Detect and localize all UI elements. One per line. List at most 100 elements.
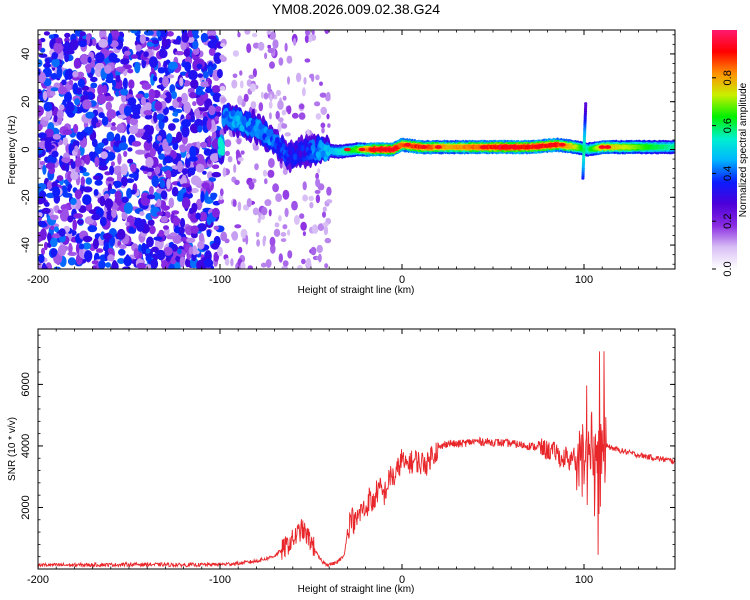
noise-speckle: [143, 30, 154, 36]
faint-speckle: [246, 43, 252, 54]
noise-speckle: [76, 71, 85, 79]
noise-speckle: [172, 142, 179, 151]
noise-speckle: [110, 125, 117, 131]
colorbar-ticks: 0.0 0.2 0.4 0.6 0.8: [712, 70, 734, 277]
noise-speckle: [172, 217, 181, 226]
noise-speckle: [168, 263, 175, 269]
noise-speckle: [190, 187, 199, 194]
noise-speckle: [43, 101, 53, 112]
noise-speckle: [97, 142, 105, 148]
noise-speckle: [156, 198, 162, 207]
faint-speckle: [244, 30, 251, 35]
noise-speckle: [50, 73, 58, 80]
faint-speckle: [302, 87, 306, 97]
noise-speckle: [98, 260, 106, 269]
noise-speckle: [170, 256, 177, 265]
faint-speckle: [302, 194, 308, 202]
noise-speckle: [203, 258, 214, 268]
noise-speckle: [84, 154, 91, 165]
noise-speckle: [211, 207, 220, 218]
noise-speckle: [167, 74, 175, 79]
noise-speckle: [147, 219, 155, 227]
spectrogram-y-ticks: -40 -20 0 20 40: [20, 34, 675, 265]
spectrogram-y-label: Frequency (Hz): [7, 116, 18, 185]
noise-speckle: [43, 78, 52, 87]
noise-speckle: [146, 236, 154, 248]
faint-speckle: [270, 244, 276, 254]
noise-speckle: [68, 242, 73, 254]
faint-speckle: [236, 138, 242, 145]
noise-speckle: [121, 210, 128, 220]
noise-speckle: [146, 133, 153, 144]
ridge-cell: [220, 149, 225, 156]
noise-speckle: [156, 249, 166, 261]
faint-speckle: [315, 113, 322, 120]
y-tick-label: -40: [20, 237, 32, 253]
noise-speckle: [128, 173, 138, 178]
noise-speckle: [187, 87, 195, 93]
noise-speckle: [96, 93, 107, 105]
faint-speckle: [219, 188, 224, 196]
faint-speckle: [233, 163, 237, 173]
noise-speckle: [84, 250, 93, 262]
faint-speckle: [269, 236, 276, 247]
faint-speckle: [316, 244, 323, 254]
noise-speckle: [85, 63, 92, 74]
noise-speckle: [38, 220, 47, 226]
faint-speckle: [301, 258, 306, 265]
noise-speckle: [209, 153, 220, 163]
noise-speckle: [174, 51, 185, 56]
noise-speckle: [82, 235, 93, 243]
faint-speckle: [234, 224, 242, 229]
noise-speckle: [187, 172, 192, 177]
faint-speckle: [305, 257, 312, 268]
noise-speckle: [203, 148, 212, 156]
faint-speckle: [277, 122, 282, 133]
noise-speckle: [212, 130, 217, 140]
noise-speckle: [38, 123, 43, 131]
noise-speckle: [191, 245, 198, 256]
faint-speckle: [275, 110, 280, 120]
faint-speckle: [300, 221, 307, 231]
noise-speckle: [93, 175, 100, 180]
faint-speckle: [282, 260, 289, 267]
noise-speckle: [130, 30, 138, 34]
faint-speckle: [230, 258, 234, 267]
x-tick-label: -200: [27, 574, 49, 586]
noise-speckle: [151, 246, 159, 253]
noise-speckle: [126, 178, 135, 184]
noise-speckle: [145, 167, 155, 172]
faint-speckle: [278, 253, 283, 263]
faint-speckle: [314, 189, 321, 194]
colorbar-tick-label: 0.8: [722, 70, 734, 85]
ridge-peak: [480, 145, 488, 149]
faint-speckle: [286, 55, 293, 64]
faint-speckle: [255, 231, 260, 238]
noise-speckle: [117, 114, 127, 119]
faint-speckle: [282, 95, 287, 101]
noise-speckle: [129, 117, 139, 126]
noise-speckle: [98, 38, 109, 49]
noise-speckle: [148, 88, 156, 101]
noise-speckle: [206, 229, 212, 238]
faint-speckle: [247, 265, 253, 269]
noise-speckle: [104, 198, 114, 209]
faint-speckle: [317, 168, 321, 174]
faint-speckle: [310, 73, 315, 83]
faint-speckle: [257, 217, 261, 224]
noise-speckle: [50, 87, 59, 92]
noise-speckle: [82, 194, 92, 206]
noise-speckle: [39, 161, 46, 166]
noise-speckle: [195, 90, 206, 96]
faint-speckle: [302, 231, 306, 237]
noise-speckle: [102, 84, 108, 95]
noise-speckle: [38, 199, 43, 205]
snr-panel: -200 -100 0 100 2000 4000 6000 Height of stra…: [7, 328, 676, 595]
faint-speckle: [308, 36, 313, 43]
noise-speckle: [197, 125, 203, 133]
noise-speckle: [190, 111, 195, 121]
faint-speckle: [260, 262, 267, 268]
faint-speckle: [302, 181, 307, 191]
